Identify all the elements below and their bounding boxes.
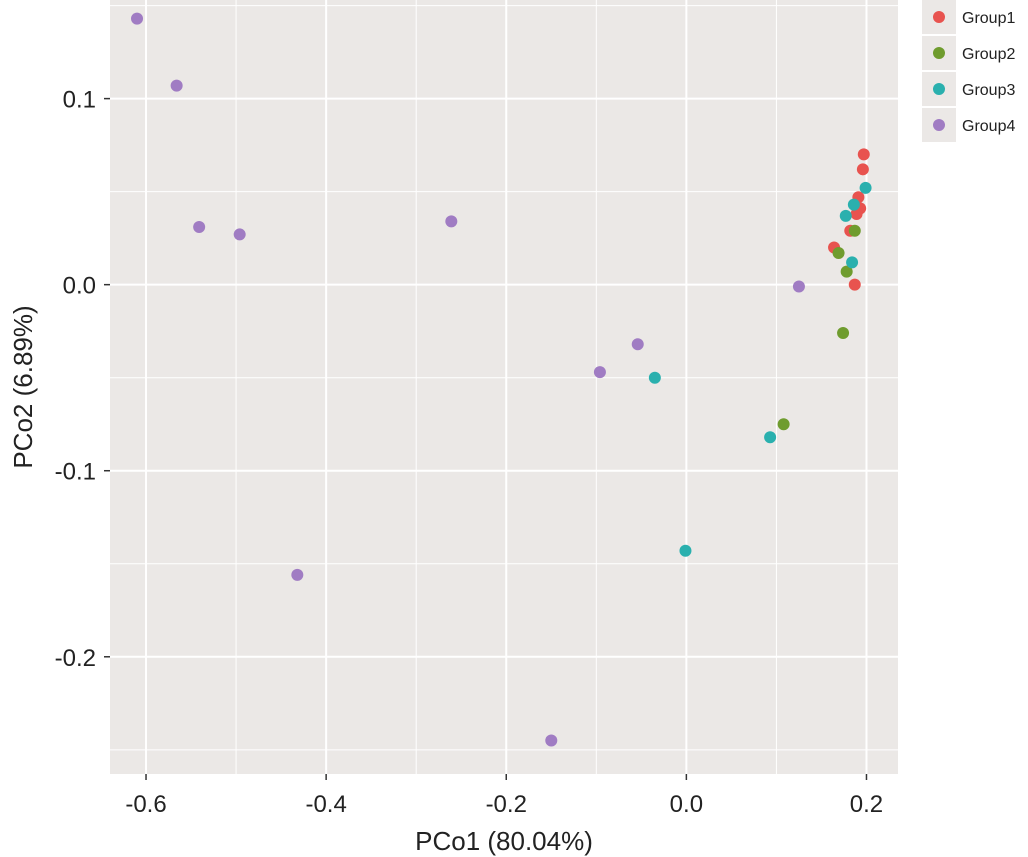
point-group4	[233, 228, 246, 241]
point-group3	[764, 431, 777, 444]
point-group2	[777, 418, 790, 431]
y-tick-label: -0.2	[55, 645, 96, 672]
point-group1	[850, 207, 863, 220]
legend-marker-group3	[933, 83, 945, 95]
point-group3	[839, 209, 852, 222]
point-group4	[445, 215, 458, 228]
x-tick-label: 0.2	[850, 791, 883, 818]
legend: Group1 Group2 Group3 Group4	[922, 0, 1015, 142]
axis-tick-marks	[104, 97, 868, 780]
legend-marker-group1	[933, 11, 945, 23]
point-group3	[679, 544, 692, 557]
point-group2	[832, 247, 845, 260]
point-group1	[848, 278, 861, 291]
point-group1	[857, 148, 870, 161]
point-group4	[193, 220, 206, 233]
x-tick-label: -0.2	[486, 791, 527, 818]
point-group3	[846, 256, 859, 269]
point-group2	[840, 265, 853, 278]
y-tick-label: 0.1	[63, 87, 96, 114]
x-tick-label: -0.6	[125, 791, 166, 818]
point-group4	[545, 734, 558, 747]
point-group4	[593, 366, 606, 379]
legend-label: Group4	[962, 118, 1015, 135]
data-points	[131, 12, 872, 747]
y-tick-label: -0.1	[55, 459, 96, 486]
x-tick-label: -0.4	[305, 791, 346, 818]
legend-label: Group2	[962, 46, 1015, 63]
point-group4	[291, 568, 304, 581]
legend-label: Group1	[962, 10, 1015, 27]
point-group4	[131, 12, 144, 25]
major-gridlines	[110, 0, 898, 774]
plot-panel	[110, 0, 898, 774]
point-group3	[859, 181, 872, 194]
point-group4	[631, 338, 644, 351]
x-tick-label: 0.0	[670, 791, 703, 818]
point-group2	[848, 224, 861, 237]
minor-gridlines	[110, 0, 898, 774]
legend-marker-group4	[933, 119, 945, 131]
point-group4	[792, 280, 805, 293]
point-group2	[837, 327, 850, 340]
y-axis-tick-labels: -0.2 -0.1 0.0 0.1	[55, 87, 96, 672]
point-group4	[170, 79, 183, 92]
point-group1	[856, 163, 869, 176]
y-tick-label: 0.0	[63, 273, 96, 300]
point-group3	[648, 371, 661, 384]
y-axis-title: PCo2 (6.89%)	[8, 305, 38, 468]
point-group3	[847, 198, 860, 211]
legend-label: Group3	[962, 82, 1015, 99]
legend-marker-group2	[933, 47, 945, 59]
x-axis-title: PCo1 (80.04%)	[415, 826, 593, 856]
x-axis-tick-labels: -0.6 -0.4 -0.2 0.0 0.2	[125, 791, 883, 818]
